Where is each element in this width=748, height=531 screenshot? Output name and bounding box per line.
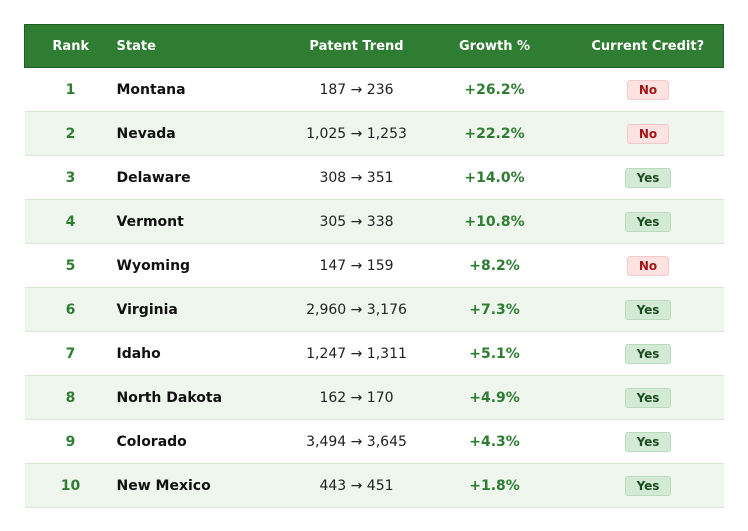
rank-cell: 8 xyxy=(65,389,76,406)
credit-status-badge: No xyxy=(626,79,670,100)
rank-cell: 5 xyxy=(65,257,76,274)
header-row: Rank State Patent Trend Growth % Current… xyxy=(24,24,724,68)
current-credit-cell: No xyxy=(573,112,724,156)
credit-status-badge: Yes xyxy=(624,167,672,188)
credit-status-badge: Yes xyxy=(624,475,672,496)
patent-growth-table: Rank State Patent Trend Growth % Current… xyxy=(24,24,724,508)
header-growth[interactable]: Growth % xyxy=(416,24,573,68)
patent-trend-cell: 162 → 170 xyxy=(319,389,394,406)
current-credit-cell: No xyxy=(573,244,724,288)
table-row: 7 Idaho 1,247 → 1,311 +5.1% Yes xyxy=(24,331,724,376)
credit-status-badge: Yes xyxy=(624,343,672,364)
credit-status-badge: Yes xyxy=(624,299,672,320)
state-cell: Virginia xyxy=(116,301,178,318)
current-credit-cell: No xyxy=(573,68,724,112)
header-current-credit[interactable]: Current Credit? xyxy=(572,24,724,68)
patent-trend-cell: 3,494 → 3,645 xyxy=(306,433,407,450)
state-cell: Vermont xyxy=(116,213,184,230)
rank-cell: 4 xyxy=(65,213,76,230)
table-row: 9 Colorado 3,494 → 3,645 +4.3% Yes xyxy=(24,419,724,464)
table-row: 4 Vermont 305 → 338 +10.8% Yes xyxy=(24,199,724,244)
growth-cell: +14.0% xyxy=(464,169,525,186)
growth-cell: +8.2% xyxy=(469,257,520,274)
growth-cell: +26.2% xyxy=(464,81,525,98)
patent-trend-cell: 308 → 351 xyxy=(319,169,394,186)
growth-cell: +7.3% xyxy=(469,301,520,318)
current-credit-cell: Yes xyxy=(573,464,724,508)
table-row: 5 Wyoming 147 → 159 +8.2% No xyxy=(24,243,724,288)
growth-cell: +4.3% xyxy=(469,433,520,450)
credit-status-badge: Yes xyxy=(624,431,672,452)
patent-trend-cell: 1,247 → 1,311 xyxy=(306,345,407,362)
current-credit-cell: Yes xyxy=(573,288,724,332)
patent-trend-cell: 2,960 → 3,176 xyxy=(306,301,407,318)
state-cell: North Dakota xyxy=(116,389,223,406)
patent-table-container: Rank State Patent Trend Growth % Current… xyxy=(24,24,724,508)
header-state[interactable]: State xyxy=(116,24,297,68)
rank-cell: 6 xyxy=(65,301,76,318)
current-credit-cell: Yes xyxy=(573,420,724,464)
growth-cell: +10.8% xyxy=(464,213,525,230)
table-row: 10 New Mexico 443 → 451 +1.8% Yes xyxy=(24,463,724,508)
state-cell: Colorado xyxy=(116,433,187,450)
current-credit-cell: Yes xyxy=(573,332,724,376)
state-cell: Wyoming xyxy=(116,257,191,274)
current-credit-cell: Yes xyxy=(573,156,724,200)
current-credit-cell: Yes xyxy=(573,200,724,244)
table-row: 8 North Dakota 162 → 170 +4.9% Yes xyxy=(24,375,724,420)
table-body: 1 Montana 187 → 236 +26.2% No 2 Nevada 1,025 → … xyxy=(24,67,724,508)
growth-cell: +1.8% xyxy=(469,477,520,494)
current-credit-cell: Yes xyxy=(573,376,724,420)
table-row: 6 Virginia 2,960 → 3,176 +7.3% Yes xyxy=(24,287,724,332)
state-cell: Montana xyxy=(116,81,186,98)
rank-cell: 9 xyxy=(65,433,76,450)
growth-cell: +5.1% xyxy=(469,345,520,362)
credit-status-badge: Yes xyxy=(624,387,672,408)
patent-trend-cell: 443 → 451 xyxy=(319,477,394,494)
patent-trend-cell: 147 → 159 xyxy=(319,257,394,274)
rank-cell: 10 xyxy=(60,477,81,494)
table-row: 1 Montana 187 → 236 +26.2% No xyxy=(24,67,724,112)
state-cell: New Mexico xyxy=(116,477,211,494)
state-cell: Nevada xyxy=(116,125,176,142)
credit-status-badge: No xyxy=(626,255,670,276)
state-cell: Delaware xyxy=(116,169,191,186)
rank-cell: 7 xyxy=(65,345,76,362)
table-header: Rank State Patent Trend Growth % Current… xyxy=(24,24,724,68)
patent-trend-cell: 305 → 338 xyxy=(319,213,394,230)
header-rank[interactable]: Rank xyxy=(24,24,117,68)
table-row: 3 Delaware 308 → 351 +14.0% Yes xyxy=(24,155,724,200)
table-row: 2 Nevada 1,025 → 1,253 +22.2% No xyxy=(24,111,724,156)
rank-cell: 2 xyxy=(65,125,76,142)
growth-cell: +22.2% xyxy=(464,125,525,142)
rank-cell: 3 xyxy=(65,169,76,186)
rank-cell: 1 xyxy=(65,81,76,98)
header-patent-trend[interactable]: Patent Trend xyxy=(296,24,417,68)
growth-cell: +4.9% xyxy=(469,389,520,406)
state-cell: Idaho xyxy=(116,345,161,362)
patent-trend-cell: 1,025 → 1,253 xyxy=(306,125,407,142)
credit-status-badge: Yes xyxy=(624,211,672,232)
credit-status-badge: No xyxy=(626,123,670,144)
patent-trend-cell: 187 → 236 xyxy=(319,81,394,98)
